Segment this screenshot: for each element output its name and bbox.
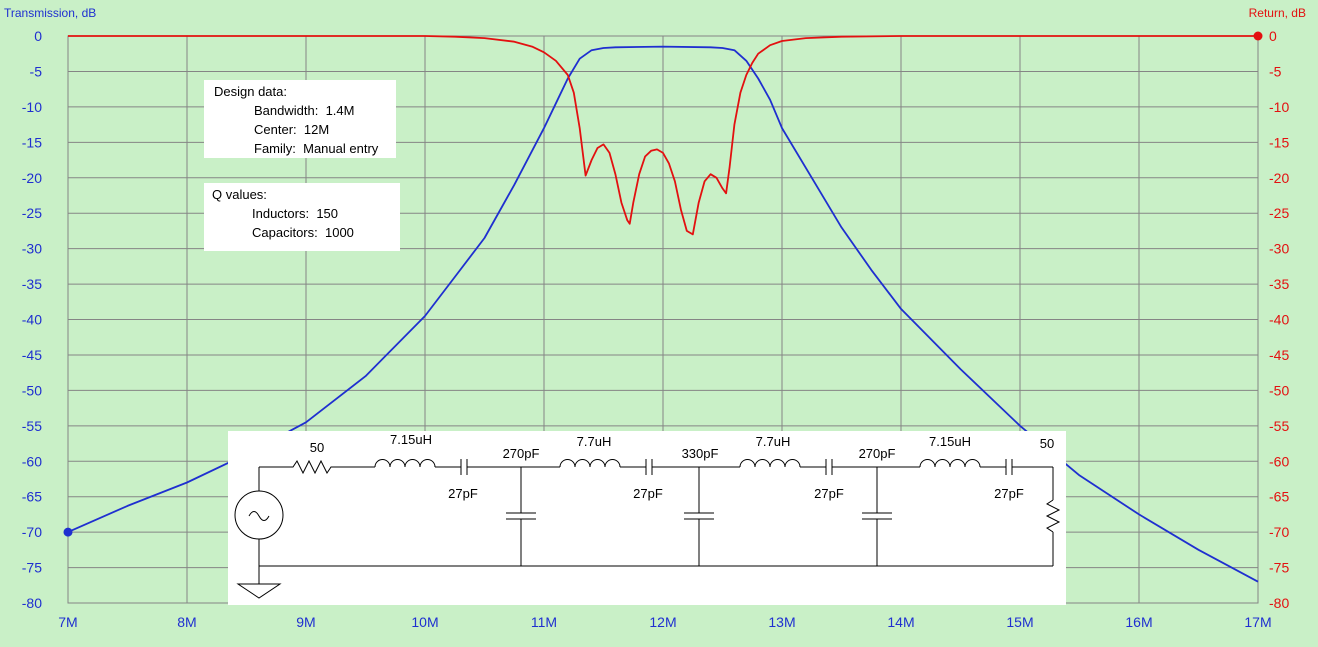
schematic-panel xyxy=(228,431,1066,605)
x-tick-label: 7M xyxy=(58,614,77,630)
right-tick-label: -75 xyxy=(1269,560,1289,576)
center-label: Center: xyxy=(254,122,297,137)
right-tick-label: -80 xyxy=(1269,595,1289,611)
inductors-label: Inductors: xyxy=(252,206,310,221)
x-tick-label: 10M xyxy=(411,614,438,630)
left-tick-labels: 0 -5 -10 -15 -20 -25 -30 -35 -40 -45 -50 -55 -60 -65 -… xyxy=(22,28,42,611)
left-axis-title: Transmission, dB xyxy=(4,6,96,20)
capacitors-value: 1000 xyxy=(324,225,354,240)
left-tick-label: -10 xyxy=(22,99,42,115)
design-data-header: Design data: xyxy=(214,84,287,99)
x-tick-labels: 7M 8M 9M 10M 11M 12M 13M 14M 15M 16M 17M xyxy=(58,614,1271,630)
right-tick-label: -50 xyxy=(1269,382,1289,398)
right-tick-label: -55 xyxy=(1269,418,1289,434)
x-tick-label: 15M xyxy=(1006,614,1033,630)
left-tick-label: -55 xyxy=(22,418,42,434)
right-tick-label: -70 xyxy=(1269,524,1289,540)
x-tick-label: 14M xyxy=(887,614,914,630)
left-tick-label: 0 xyxy=(34,28,42,44)
transmission-marker xyxy=(63,527,73,537)
bandwidth-value: 1.4M xyxy=(325,103,355,118)
left-tick-label: -30 xyxy=(22,241,42,257)
left-tick-label: -70 xyxy=(22,524,42,540)
capacitors-label: Capacitors: xyxy=(252,225,318,240)
center-value: 12M xyxy=(303,122,330,137)
right-tick-label: -35 xyxy=(1269,276,1289,292)
family-label: Family: xyxy=(254,141,296,156)
left-tick-label: -35 xyxy=(22,276,42,292)
left-tick-label: -25 xyxy=(22,205,42,221)
left-tick-label: -5 xyxy=(30,63,43,79)
x-tick-label: 11M xyxy=(531,614,557,630)
left-tick-label: -65 xyxy=(22,489,42,505)
right-tick-labels: 0 -5 -10 -15 -20 -25 -30 -35 -40 -45 -50 -55 -60 -65 -… xyxy=(1269,28,1289,611)
family-value: Manual entry xyxy=(303,141,379,156)
right-tick-label: -65 xyxy=(1269,489,1289,505)
x-tick-label: 9M xyxy=(296,614,315,630)
x-tick-label: 12M xyxy=(649,614,676,630)
right-tick-label: -30 xyxy=(1269,241,1289,257)
right-tick-label: -60 xyxy=(1269,453,1289,469)
left-tick-label: -75 xyxy=(22,560,42,576)
return-marker xyxy=(1253,31,1263,41)
left-tick-label: -15 xyxy=(22,134,42,150)
right-tick-label: 0 xyxy=(1269,28,1277,44)
transmission-line xyxy=(67,45,1259,583)
left-tick-label: -40 xyxy=(22,312,42,328)
inductors-value: 150 xyxy=(316,206,339,221)
left-tick-label: -60 xyxy=(22,453,42,469)
right-tick-label: -40 xyxy=(1269,312,1289,328)
right-tick-label: -15 xyxy=(1269,134,1289,150)
x-tick-label: 17M xyxy=(1244,614,1271,630)
right-tick-label: -25 xyxy=(1269,205,1289,221)
right-axis-title: Return, dB xyxy=(1249,6,1306,20)
return-line xyxy=(68,35,1258,236)
q-values-header: Q values: xyxy=(212,187,267,202)
bandwidth-label: Bandwidth: xyxy=(254,103,319,118)
design-data-box: Design data: Bandwidth: 1.4M Center: 12M… xyxy=(204,80,396,158)
right-tick-label: -5 xyxy=(1269,63,1282,79)
left-tick-label: -45 xyxy=(22,347,42,363)
left-tick-label: -50 xyxy=(22,382,42,398)
right-tick-label: -45 xyxy=(1269,347,1289,363)
left-tick-label: -80 xyxy=(22,595,42,611)
x-tick-label: 8M xyxy=(177,614,196,630)
q-values-box: Q values: Inductors: 150 Capacitors: 100… xyxy=(204,183,400,251)
right-tick-label: -10 xyxy=(1269,99,1289,115)
x-tick-label: 16M xyxy=(1125,614,1152,630)
x-tick-label: 13M xyxy=(768,614,795,630)
right-tick-label: -20 xyxy=(1269,170,1289,186)
left-tick-label: -20 xyxy=(22,170,42,186)
